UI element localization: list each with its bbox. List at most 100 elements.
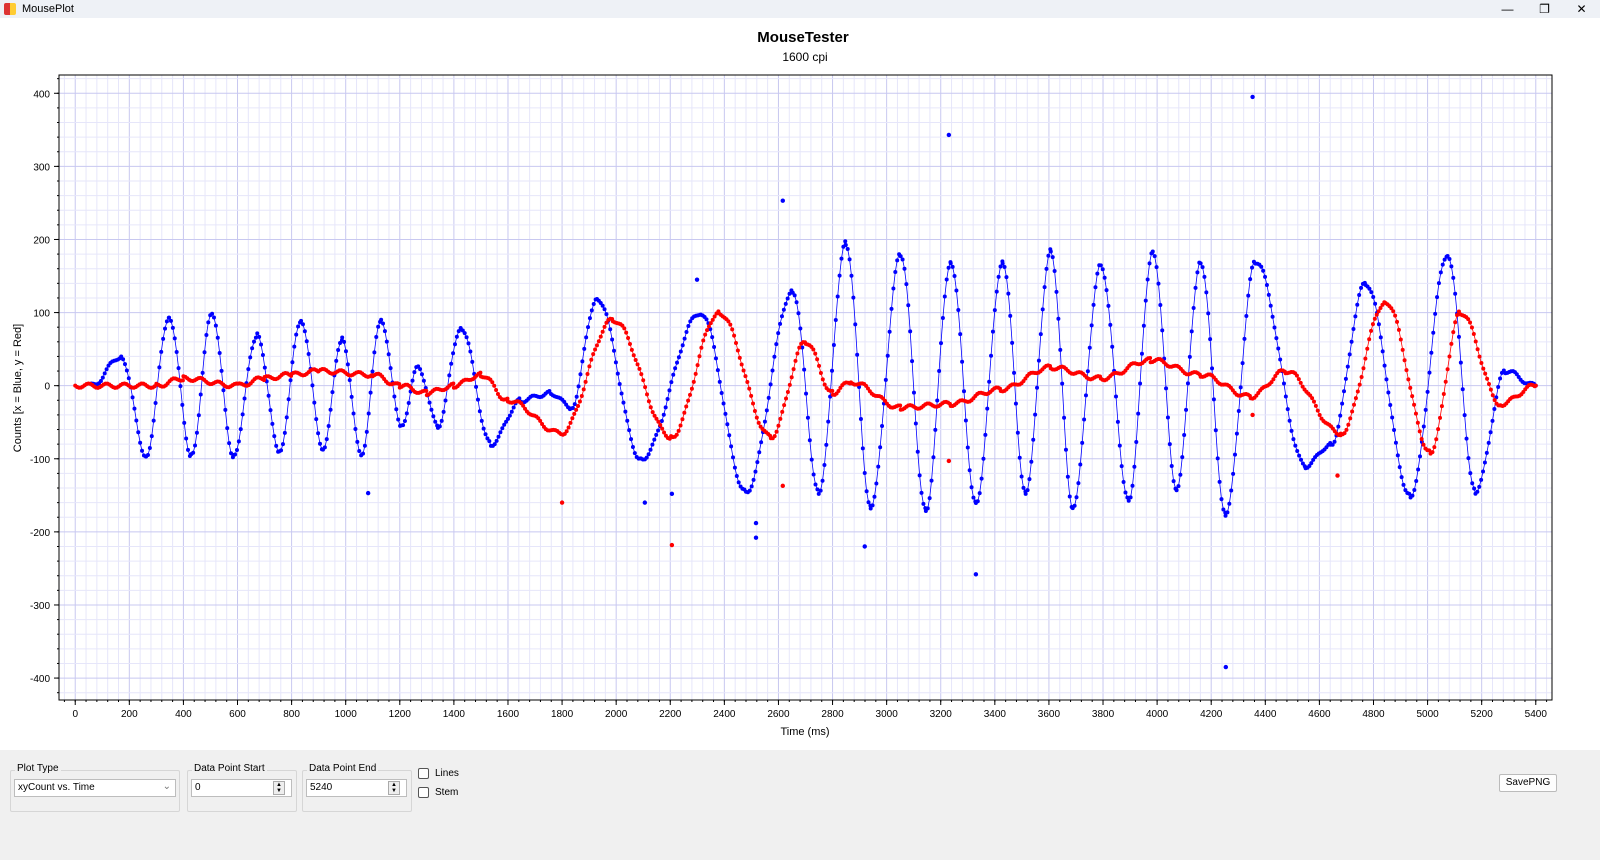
data-point-x	[625, 418, 630, 423]
data-point-x	[927, 496, 932, 501]
data-point-x	[669, 380, 674, 385]
data-point-y	[1148, 355, 1153, 360]
data-point-x	[1219, 497, 1224, 502]
data-point-x	[1227, 501, 1232, 506]
data-point-x	[807, 438, 812, 443]
data-point-x	[910, 359, 915, 364]
data-point-x	[1449, 264, 1454, 269]
data-point-x	[376, 324, 381, 329]
data-point-x	[858, 416, 863, 421]
checkbox-icon[interactable]	[418, 787, 429, 798]
data-point-x	[1200, 265, 1205, 270]
data-point-x	[1238, 385, 1243, 390]
data-point-y	[811, 347, 816, 352]
data-point-x	[483, 432, 488, 437]
data-point-x	[1250, 265, 1255, 270]
data-point-y	[627, 341, 632, 346]
data-point-x	[1089, 323, 1094, 328]
data-point-x	[1202, 274, 1207, 279]
data-point-y	[751, 401, 756, 406]
data-point-x	[498, 430, 503, 435]
data-point-x	[1359, 285, 1364, 290]
data-point-x	[1164, 386, 1169, 391]
data-point-x	[805, 415, 810, 420]
data-point-x	[1299, 457, 1304, 462]
minimize-button[interactable]: —	[1501, 2, 1514, 16]
data-point-x	[1165, 415, 1170, 420]
data-point-x	[1000, 261, 1005, 266]
data-point-x	[1373, 301, 1378, 306]
data-point-x	[242, 396, 247, 401]
data-point-y	[1398, 337, 1403, 342]
data-point-x	[1307, 463, 1312, 468]
plot-type-select[interactable]: xyCount vs. Time ⌄	[14, 779, 176, 797]
data-point-x	[617, 381, 622, 386]
data-point-x	[989, 353, 994, 358]
data-point-x	[1342, 389, 1347, 394]
data-point-x	[1351, 326, 1356, 331]
data-point-x	[122, 362, 127, 367]
data-point-x	[783, 301, 788, 306]
data-point-x	[198, 392, 203, 397]
data-point-x	[1332, 439, 1337, 444]
data-point-x	[145, 452, 150, 457]
data-point-y	[1447, 354, 1452, 359]
data-point-x	[1410, 493, 1415, 498]
spinner-icon[interactable]: ▲ ▼	[388, 781, 400, 795]
data-point-x	[678, 349, 683, 354]
data-point-x	[1154, 265, 1159, 270]
x-tick-label: 0	[72, 709, 78, 720]
data-point-x	[233, 452, 238, 457]
data-point-x	[1244, 313, 1249, 318]
data-point-x	[1062, 415, 1067, 420]
x-tick-label: 2400	[713, 709, 736, 720]
data-point-end-input[interactable]: 5240 ▲ ▼	[306, 779, 407, 797]
data-point-x	[402, 419, 407, 424]
data-point-x	[1438, 270, 1443, 275]
data-point-y	[732, 333, 737, 338]
data-point-x	[1347, 352, 1352, 357]
data-point-y	[626, 335, 631, 340]
data-point-x	[944, 277, 949, 282]
data-point-x	[661, 412, 666, 417]
spinner-icon[interactable]: ▲ ▼	[273, 781, 285, 795]
data-point-x	[732, 465, 737, 470]
data-point-y	[1453, 320, 1458, 325]
data-point-x	[1076, 481, 1081, 486]
data-point-x	[1036, 358, 1041, 363]
data-point-y	[818, 370, 823, 375]
data-point-x	[1031, 437, 1036, 442]
data-point-x	[372, 350, 377, 355]
close-button[interactable]: ✕	[1576, 2, 1587, 16]
data-point-x	[314, 417, 319, 422]
data-point-x	[831, 343, 836, 348]
stem-checkbox[interactable]: Stem	[418, 787, 458, 798]
data-point-x	[851, 295, 856, 300]
data-point-x	[1008, 313, 1013, 318]
data-point-x	[1169, 463, 1174, 468]
data-point-x	[632, 451, 637, 456]
data-point-y	[688, 392, 693, 397]
data-point-y	[262, 378, 267, 383]
save-png-button[interactable]: SavePNG	[1499, 774, 1557, 792]
data-point-y	[898, 403, 903, 408]
data-point-y	[1455, 313, 1460, 318]
data-point-x	[837, 273, 842, 278]
data-point-x	[667, 388, 672, 393]
data-point-y	[566, 425, 571, 430]
data-point-x	[600, 303, 605, 308]
outlier-point-x	[780, 198, 785, 203]
restore-button[interactable]: ❐	[1539, 2, 1550, 16]
data-point-x	[1464, 436, 1469, 441]
data-point-start-input[interactable]: 0 ▲ ▼	[191, 779, 292, 797]
data-point-x	[464, 335, 469, 340]
data-point-x	[240, 412, 245, 417]
data-point-x	[1138, 381, 1143, 386]
outlier-point-y	[780, 483, 785, 489]
checkbox-icon[interactable]	[418, 768, 429, 779]
data-point-y	[1436, 427, 1441, 432]
data-point-x	[589, 308, 594, 313]
lines-checkbox[interactable]: Lines	[418, 768, 459, 779]
x-tick-label: 1400	[443, 709, 466, 720]
data-point-x	[392, 394, 397, 399]
